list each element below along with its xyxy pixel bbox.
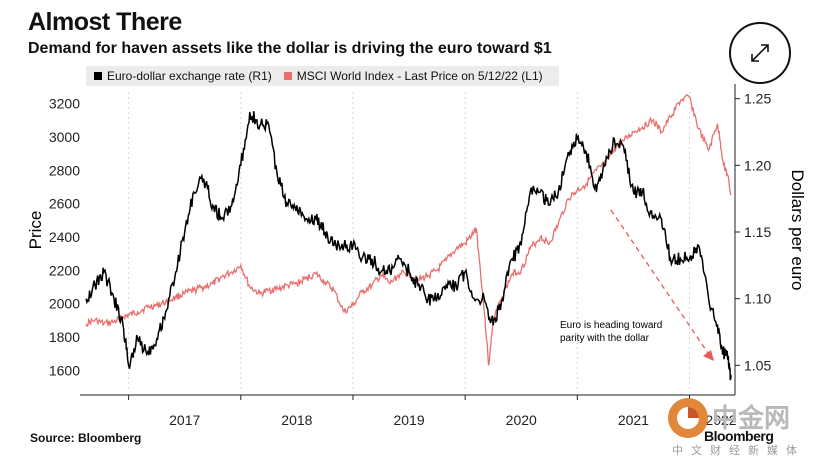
- left-tick-label: 2000: [49, 296, 80, 312]
- grid: [80, 84, 736, 396]
- chart-legend: Euro-dollar exchange rate (R1) MSCI Worl…: [86, 66, 559, 86]
- left-tick-label: 1800: [49, 329, 80, 345]
- right-tick-label: 1.10: [744, 291, 771, 307]
- expand-button[interactable]: [729, 22, 791, 84]
- expand-icon: [751, 44, 769, 62]
- x-tick-label: 2020: [506, 412, 537, 428]
- annotation-line-1: Euro is heading toward: [560, 320, 662, 331]
- legend-label-msci: MSCI World Index - Last Price on 5/12/22…: [296, 69, 543, 83]
- chart-subtitle: Demand for haven assets like the dollar …: [28, 40, 552, 57]
- legend-item-msci: MSCI World Index - Last Price on 5/12/22…: [282, 69, 543, 83]
- legend-swatch-euro: [94, 72, 102, 80]
- right-tick-label: 1.25: [744, 91, 771, 107]
- annotation-arrow-line: [610, 209, 711, 357]
- left-axis-ticks: 1600 1800 2000 2200 2400 2600 2800 3000 3200: [49, 96, 80, 379]
- x-axis-ticks: 2017 2018 2019 2020 2021 2022: [128, 395, 737, 428]
- x-tick-label: 2021: [618, 412, 649, 428]
- right-tick-label: 1.20: [744, 157, 771, 173]
- watermark: 中金网 中文财经新媒体: [666, 396, 806, 464]
- x-tick-label: 2019: [393, 412, 424, 428]
- watermark-sub-text: 中文财经新媒体: [672, 445, 805, 457]
- chart-title: Almost There: [28, 8, 182, 36]
- y-left-label: Price: [26, 211, 45, 250]
- x-tick-label: 2017: [169, 412, 200, 428]
- legend-swatch-msci: [283, 72, 292, 80]
- annotation-line-2: parity with the dollar: [560, 333, 650, 344]
- left-tick-label: 3200: [49, 96, 80, 112]
- y-right-label: Dollars per euro: [788, 170, 807, 291]
- bloomberg-brand: Bloomberg: [704, 428, 774, 444]
- watermark-logo-text: 中金网: [712, 403, 791, 433]
- euro-series-line: [85, 111, 732, 381]
- x-tick-label: 2022: [705, 412, 736, 428]
- annotation-arrow-head: [703, 350, 714, 361]
- x-tick-label: 2018: [281, 412, 312, 428]
- left-tick-label: 2800: [49, 162, 80, 178]
- left-tick-label: 2400: [49, 229, 80, 245]
- left-tick-label: 3000: [49, 129, 80, 145]
- watermark-logo-icon: [668, 398, 708, 438]
- msci-series-line: [85, 94, 732, 366]
- legend-label-euro: Euro-dollar exchange rate (R1): [107, 69, 272, 83]
- left-tick-label: 2200: [49, 262, 80, 278]
- legend-item-euro: Euro-dollar exchange rate (R1): [92, 69, 272, 83]
- source-note: Source: Bloomberg: [30, 431, 142, 445]
- left-tick-label: 1600: [49, 362, 80, 378]
- left-tick-label: 2600: [49, 196, 80, 212]
- right-tick-label: 1.05: [744, 357, 771, 373]
- right-axis-ticks: 1.05 1.10 1.15 1.20 1.25: [735, 91, 771, 373]
- right-tick-label: 1.15: [744, 224, 771, 240]
